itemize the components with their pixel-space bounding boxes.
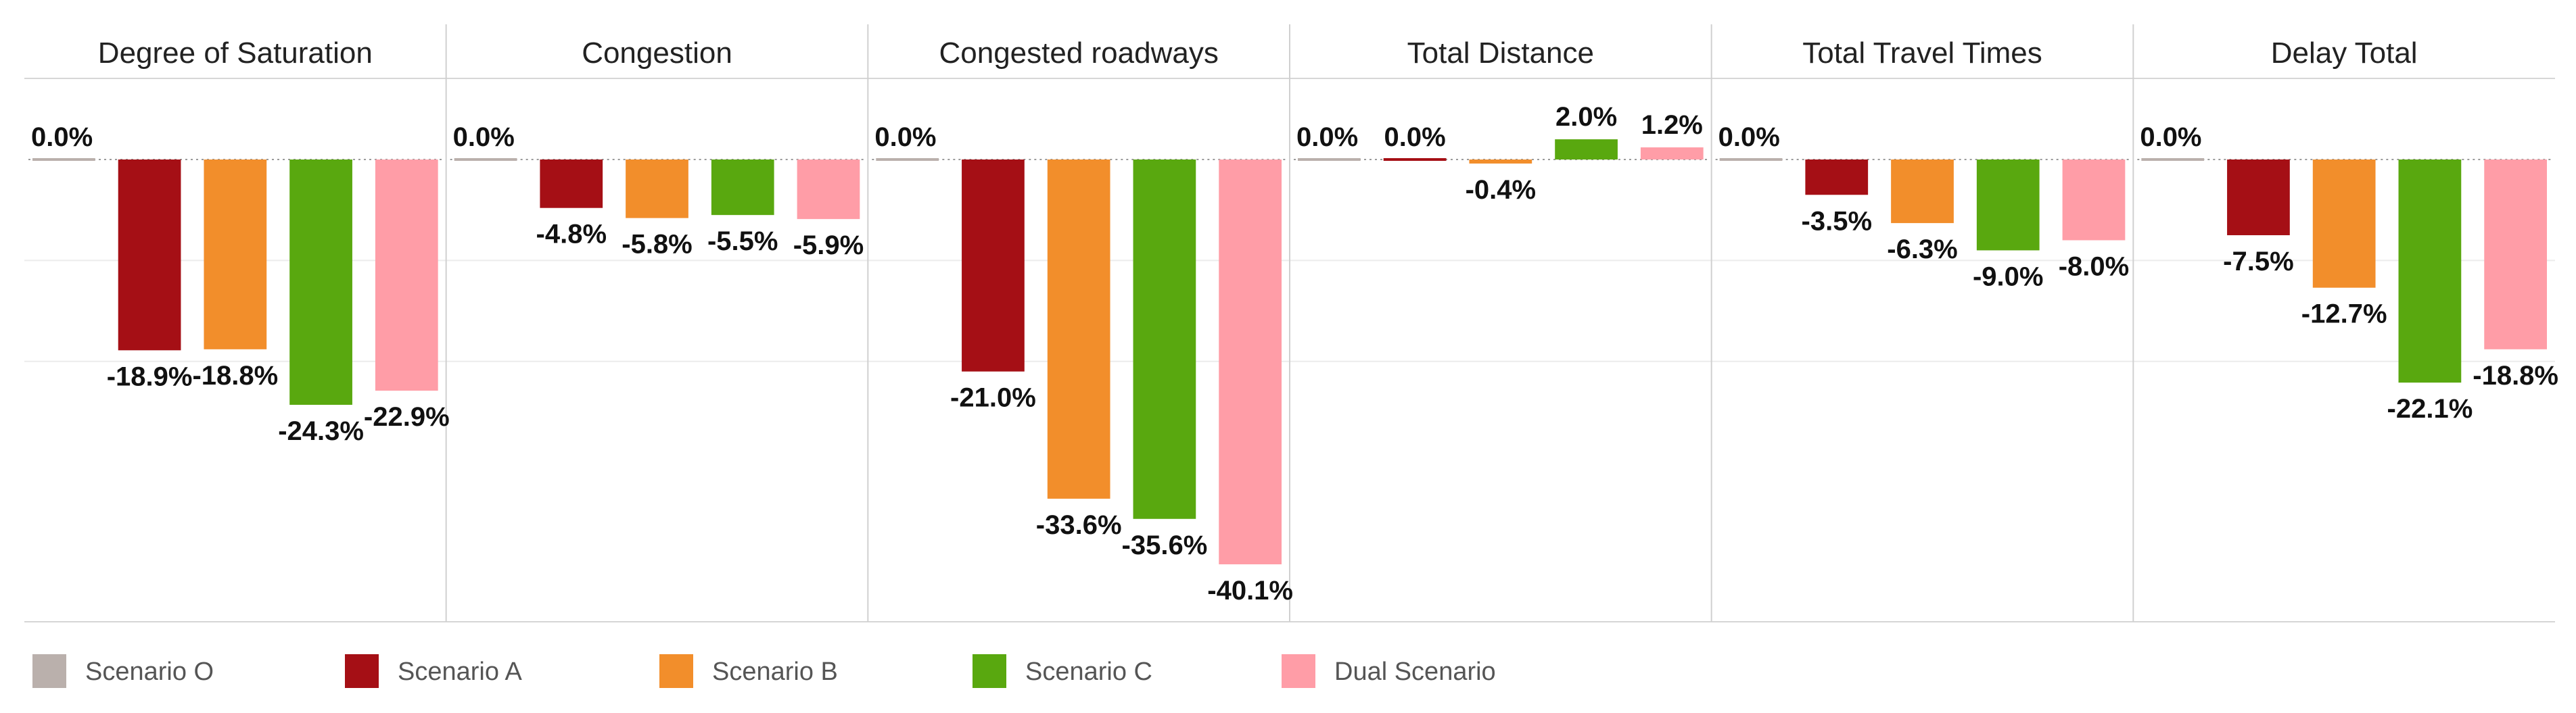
panel: Total Distance 0.0% 0.0% -0.4% 2.0% 1.2% (1294, 36, 1708, 205)
panel-title: Congestion (582, 36, 732, 70)
panel-title: Delay Total (2271, 36, 2418, 70)
panel-title: Total Distance (1407, 36, 1594, 70)
data-label: -35.6% (1122, 531, 1208, 560)
panel-title: Total Travel Times (1802, 36, 2042, 70)
data-label: -22.9% (364, 402, 450, 432)
data-label: -18.8% (192, 361, 278, 391)
panel: Congested roadways 0.0% -21.0% -33.6%-35.6%… (872, 36, 1293, 606)
data-label: -21.0% (950, 383, 1036, 413)
data-label: -33.6% (1036, 510, 1122, 540)
data-label: -12.7% (2301, 299, 2387, 329)
data-label: -4.8% (536, 220, 607, 249)
bar (1383, 158, 1447, 161)
bar (118, 159, 181, 351)
data-label: 0.0% (1718, 122, 1780, 152)
bar (1976, 159, 2040, 251)
data-label: 1.2% (1641, 110, 1703, 140)
bar (2141, 158, 2205, 161)
bar (2312, 159, 2376, 288)
bar (962, 159, 1025, 372)
bar (2398, 159, 2462, 383)
data-label: -3.5% (1802, 206, 1873, 236)
bar (1298, 158, 1361, 161)
legend-item: Dual Scenario (1282, 654, 1496, 688)
data-label: -18.9% (107, 362, 193, 391)
panel: Delay Total 0.0% -7.5%-12.7% -22.1%-18.8% (2137, 36, 2558, 424)
data-label: -8.0% (2059, 252, 2130, 282)
bar (289, 159, 352, 405)
data-label: 2.0% (1555, 102, 1617, 132)
panel: Total Travel Times 0.0% -3.5% -6.3% -9.0% -8.… (1715, 36, 2130, 291)
data-label: -5.9% (793, 230, 864, 260)
legend: Scenario O Scenario A Scenario B Scenario C… (32, 654, 1496, 688)
data-label: -40.1% (1207, 576, 1293, 606)
bar (375, 159, 438, 391)
bar (204, 159, 267, 349)
legend-item: Scenario C (973, 654, 1152, 688)
data-label: -6.3% (1887, 235, 1958, 264)
bar (2484, 159, 2547, 349)
data-label: -24.3% (278, 416, 364, 446)
bar (32, 158, 95, 161)
data-label: -9.0% (1973, 262, 2044, 291)
legend-label: Dual Scenario (1334, 658, 1496, 686)
legend-label: Scenario B (712, 658, 838, 686)
data-label: -0.4% (1466, 175, 1537, 205)
bar (540, 159, 603, 208)
legend-swatch (973, 654, 1006, 688)
bar (1805, 159, 1869, 195)
bar (797, 159, 860, 220)
bar (1047, 159, 1110, 499)
data-label: 0.0% (2140, 122, 2201, 152)
bar (711, 159, 774, 216)
panel-title: Degree of Saturation (98, 36, 373, 70)
bar (1719, 158, 1783, 161)
panel: Degree of Saturation 0.0% -18.9% -18.8%-24.… (28, 36, 450, 446)
legend-item: Scenario O (32, 654, 214, 688)
legend-swatch (345, 654, 379, 688)
data-label: -5.5% (707, 226, 778, 256)
legend-item: Scenario A (345, 654, 522, 688)
data-label: -18.8% (2473, 361, 2558, 391)
bar (2062, 159, 2126, 241)
data-label: -22.1% (2387, 394, 2473, 424)
legend-item: Scenario B (659, 654, 838, 688)
bar (454, 158, 517, 161)
panel: Congestion 0.0% -4.8% -5.8% -5.5% -5.9% (450, 36, 864, 260)
bar (626, 159, 688, 218)
bar (1640, 147, 1704, 159)
bar (2227, 159, 2290, 236)
legend-label: Scenario O (85, 658, 214, 686)
bar (1469, 159, 1532, 164)
legend-swatch (659, 654, 693, 688)
legend-swatch (32, 654, 66, 688)
data-label: 0.0% (874, 122, 936, 152)
legend-swatch (1282, 654, 1315, 688)
bar (1891, 159, 1954, 224)
data-label: -5.8% (622, 230, 693, 260)
legend-label: Scenario A (398, 658, 522, 686)
data-label: 0.0% (1384, 122, 1446, 152)
bar (1555, 139, 1618, 159)
legend-label: Scenario C (1025, 658, 1152, 686)
bar (1133, 159, 1196, 519)
data-label: 0.0% (31, 122, 93, 152)
data-label: 0.0% (1296, 122, 1358, 152)
bar (876, 158, 939, 161)
panel-title: Congested roadways (939, 36, 1218, 70)
data-label: 0.0% (453, 122, 515, 152)
bar (1219, 159, 1282, 564)
data-label: -7.5% (2223, 247, 2294, 276)
